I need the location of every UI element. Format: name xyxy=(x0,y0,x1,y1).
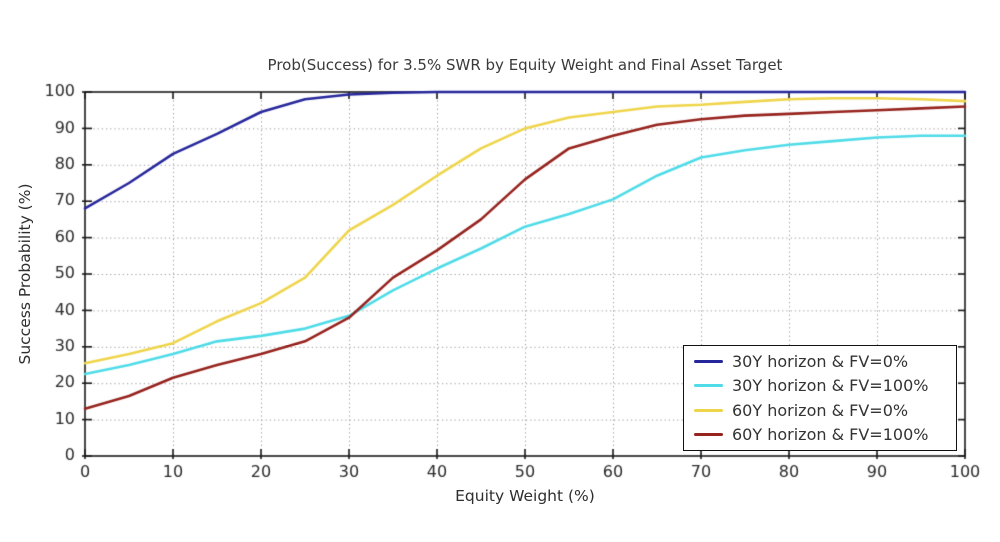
legend-line-swatch xyxy=(694,384,723,388)
legend-item: 30Y horizon & FV=100% xyxy=(694,374,950,398)
legend-line-swatch xyxy=(694,433,723,437)
chart-title: Prob(Success) for 3.5% SWR by Equity Wei… xyxy=(267,56,783,74)
legend-item-label: 60Y horizon & FV=100% xyxy=(732,425,929,445)
legend-item-label: 30Y horizon & FV=100% xyxy=(732,376,929,396)
y-axis-label-text: Success Probability (%) xyxy=(16,183,34,365)
legend-item-label: 30Y horizon & FV=0% xyxy=(732,351,909,371)
legend-line-swatch xyxy=(694,359,723,363)
legend: 30Y horizon & FV=0% 30Y horizon & FV=100… xyxy=(683,345,957,451)
legend-line-swatch xyxy=(694,408,723,412)
legend-item: 30Y horizon & FV=0% xyxy=(694,349,950,373)
x-axis-label: Equity Weight (%) xyxy=(455,487,595,505)
legend-item: 60Y horizon & FV=100% xyxy=(694,423,950,447)
legend-item-label: 60Y horizon & FV=0% xyxy=(732,400,909,420)
legend-item: 60Y horizon & FV=0% xyxy=(694,398,950,422)
